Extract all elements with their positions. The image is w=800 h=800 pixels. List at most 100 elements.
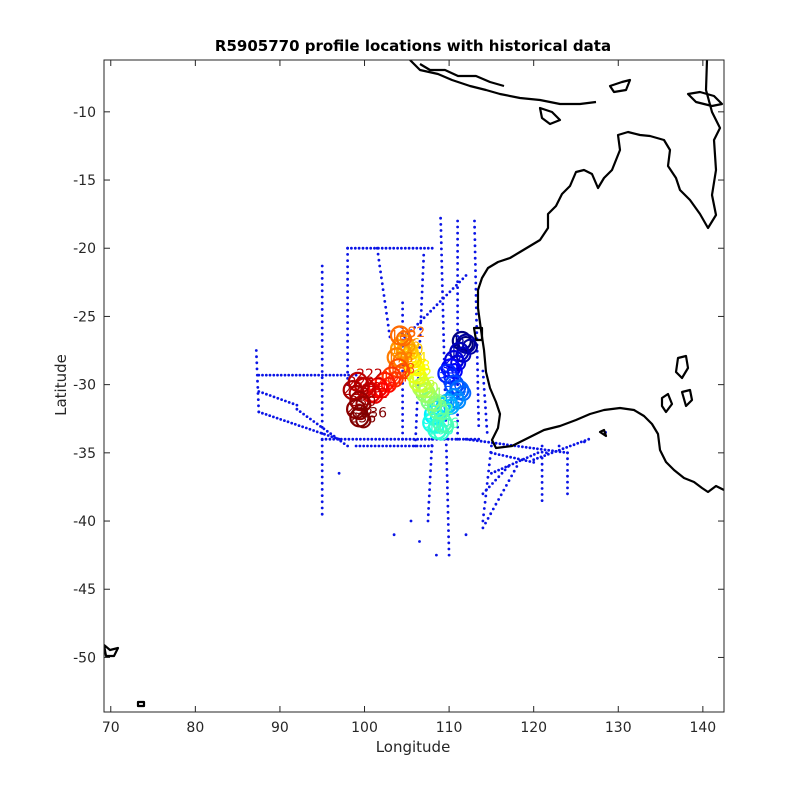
historical-point [448, 290, 452, 294]
historical-point [320, 481, 324, 485]
historical-point [435, 553, 438, 557]
historical-point [521, 445, 524, 449]
historical-point [500, 467, 504, 470]
historical-point [343, 373, 347, 377]
historical-point [312, 429, 315, 432]
historical-point [435, 303, 439, 307]
historical-point [346, 246, 349, 250]
historical-point [476, 405, 480, 409]
historical-point [430, 444, 434, 447]
historical-point [456, 419, 459, 423]
historical-point [320, 326, 324, 330]
historical-point [320, 345, 324, 348]
historical-point [486, 517, 490, 520]
historical-point [320, 351, 324, 355]
historical-point [320, 475, 324, 479]
historical-point [517, 444, 520, 448]
historical-point [320, 320, 324, 324]
historical-point [261, 373, 264, 377]
historical-point [540, 450, 544, 454]
historical-point [536, 451, 540, 455]
historical-point [328, 373, 332, 377]
historical-point [346, 265, 349, 269]
historical-point [419, 327, 422, 331]
historical-point [366, 437, 370, 441]
historical-point [500, 471, 504, 475]
coastline-segment [686, 90, 724, 108]
historical-point [456, 328, 459, 332]
historical-point [426, 246, 430, 250]
historical-point [283, 419, 286, 422]
historical-point [346, 296, 349, 300]
historical-point [536, 447, 539, 451]
historical-point [440, 247, 443, 251]
historical-point [432, 306, 436, 310]
historical-point [332, 437, 336, 441]
historical-point [447, 535, 450, 539]
profile-cycle-label: 38 [437, 367, 455, 383]
coastline-segment [538, 106, 562, 126]
historical-point [473, 256, 477, 260]
historical-point [440, 278, 444, 281]
historical-point [293, 422, 297, 426]
historical-point [272, 395, 276, 399]
historical-point [482, 507, 486, 510]
historical-point [279, 418, 283, 421]
historical-point [525, 456, 529, 459]
historical-point [320, 488, 324, 491]
historical-point [359, 437, 362, 441]
historical-point [346, 370, 349, 374]
profile-marker: 236 [349, 407, 376, 429]
historical-point [416, 437, 419, 441]
historical-point [516, 457, 520, 461]
historical-point [442, 351, 446, 355]
historical-point [320, 295, 324, 299]
historical-point [393, 437, 397, 441]
historical-point [427, 500, 431, 504]
historical-point [456, 292, 459, 296]
historical-point [473, 244, 477, 248]
historical-point [441, 314, 445, 318]
historical-point [565, 446, 569, 449]
historical-point [401, 320, 404, 323]
historical-point [407, 444, 411, 448]
historical-point [320, 270, 324, 274]
historical-point [451, 287, 455, 290]
historical-point [346, 352, 349, 355]
historical-point [354, 444, 358, 448]
historical-point [458, 437, 461, 441]
historical-point [423, 437, 427, 441]
coastline-segment [419, 63, 505, 88]
historical-point [320, 512, 324, 516]
historical-point [456, 262, 459, 265]
historical-point [499, 493, 503, 497]
historical-point [342, 442, 346, 445]
historical-point [483, 394, 486, 397]
historical-point [287, 401, 291, 404]
historical-point [461, 277, 465, 281]
historical-point [483, 400, 487, 404]
historical-point [472, 438, 475, 442]
profile-label: 182 [398, 325, 425, 341]
historical-point [415, 413, 418, 417]
historical-point [446, 510, 450, 514]
historical-point [505, 484, 508, 487]
historical-point [326, 434, 330, 437]
historical-point [305, 415, 309, 418]
historical-point [346, 339, 349, 343]
historical-point [369, 444, 373, 448]
historical-point [280, 398, 283, 401]
historical-point [401, 313, 404, 317]
historical-point [256, 398, 260, 401]
historical-point [442, 333, 445, 336]
historical-point [474, 275, 477, 279]
historical-point [302, 373, 306, 377]
historical-point [464, 274, 468, 277]
historical-point [566, 474, 569, 478]
historical-point [353, 246, 357, 250]
historical-point [474, 287, 478, 291]
historical-point [450, 437, 454, 441]
profile-cycle-label: 226 [343, 383, 370, 399]
historical-point [415, 444, 419, 448]
